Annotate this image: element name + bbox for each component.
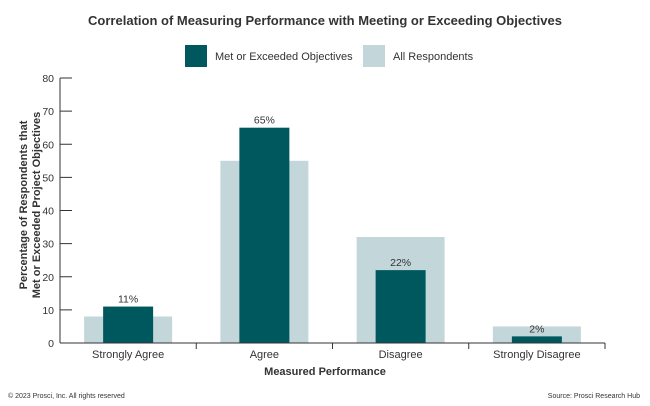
x-category-label: Agree <box>250 349 279 361</box>
data-label: 11% <box>118 294 138 306</box>
data-label: 2% <box>529 323 544 335</box>
bar-met-or-exceeded <box>239 127 290 343</box>
y-tick-label: 0 <box>48 338 54 350</box>
bar-met-or-exceeded <box>511 336 562 343</box>
y-tick-label: 40 <box>42 206 54 218</box>
x-axis: Strongly Agree Agree Disagree Strongly Disa… <box>60 342 606 361</box>
y-tick-label: 80 <box>42 73 54 85</box>
legend-swatch-all <box>363 45 385 67</box>
copyright: © 2023 Prosci, Inc. All rights reserved <box>8 392 125 400</box>
y-tick-label: 10 <box>42 305 54 317</box>
source: Source: Prosci Research Hub <box>548 393 640 400</box>
x-category-label: Strongly Disagree <box>493 349 580 361</box>
x-category-label: Disagree <box>379 349 423 361</box>
chart-title: Correlation of Measuring Performance wit… <box>88 13 562 28</box>
x-category-label: Strongly Agree <box>92 349 164 361</box>
bars: 11% 65% 22% 2% <box>84 115 581 343</box>
legend-label-all: All Respondents <box>393 51 474 63</box>
y-axis-title: Percentage of Respondents that Met or Ex… <box>18 112 43 298</box>
bar-met-or-exceeded <box>375 270 426 343</box>
y-tick-label: 30 <box>42 239 54 251</box>
data-label: 65% <box>254 115 275 127</box>
y-tick-label: 70 <box>42 106 54 118</box>
legend-swatch-met <box>185 45 207 67</box>
data-label: 22% <box>390 257 411 269</box>
x-axis-title: Measured Performance <box>264 366 386 378</box>
y-tick-label: 60 <box>42 139 54 151</box>
y-tick-label: 50 <box>42 172 54 184</box>
y-tick-label: 20 <box>42 272 54 284</box>
legend-label-met: Met or Exceeded Objectives <box>215 51 353 63</box>
bar-met-or-exceeded <box>103 306 154 343</box>
y-axis: 0 10 20 30 40 50 60 70 80 <box>42 73 72 350</box>
y-axis-title-line-2: Met or Exceeded Project Objectives <box>31 112 43 298</box>
legend: Met or Exceeded Objectives All Responden… <box>185 45 474 67</box>
y-axis-title-line-1: Percentage of Respondents that <box>18 120 30 289</box>
